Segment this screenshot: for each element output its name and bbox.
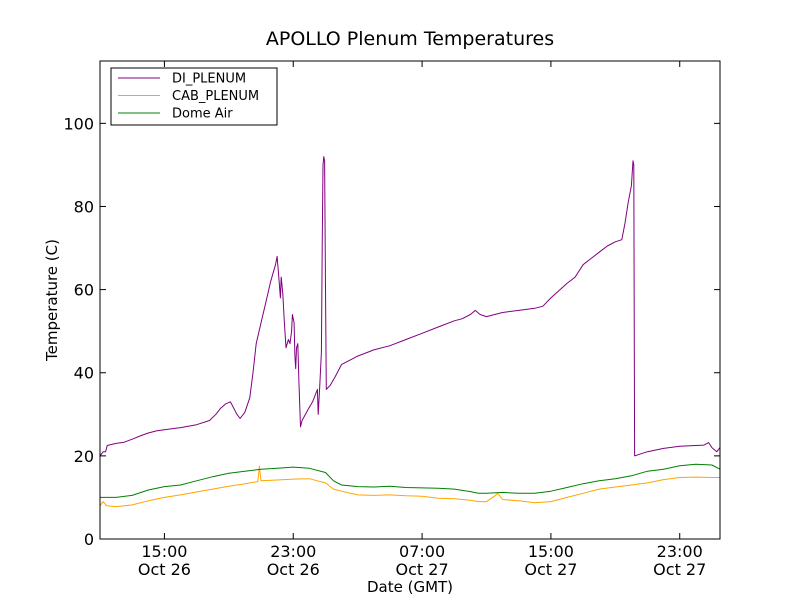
y-tick-label: 0 <box>84 530 94 549</box>
series-line-di-plenum <box>99 156 721 457</box>
x-tick-label-time: 23:00 <box>270 542 316 561</box>
legend: DI_PLENUM CAB_PLENUM Dome Air <box>110 67 278 126</box>
legend-label-dome-air: Dome Air <box>172 107 233 122</box>
y-tick-label: 60 <box>74 281 94 300</box>
x-tick-label-time: 15:00 <box>528 542 574 561</box>
legend-label-di-plenum: DI_PLENUM <box>172 72 246 87</box>
y-tick-label: 80 <box>74 197 94 216</box>
x-tick-label-date: Oct 27 <box>396 560 449 579</box>
x-tick-label-date: Oct 26 <box>138 560 191 579</box>
y-axis-label: Temperature (C) <box>43 239 61 362</box>
series-layer <box>99 156 721 508</box>
x-tick-label-date: Oct 27 <box>524 560 577 579</box>
series-line-dome-air <box>100 463 721 498</box>
y-tick-label: 100 <box>63 114 94 133</box>
x-tick-label-time: 07:00 <box>399 542 445 561</box>
x-tick-label-time: 15:00 <box>141 542 187 561</box>
chart-title: APOLLO Plenum Temperatures <box>266 28 554 50</box>
y-tick-label: 40 <box>74 364 94 383</box>
x-tick-label-date: Oct 27 <box>653 560 706 579</box>
x-tick-label-time: 23:00 <box>657 542 703 561</box>
series-line-cab-plenum <box>99 465 720 508</box>
x-axis-label: Date (GMT) <box>367 578 453 596</box>
x-tick-label-date: Oct 26 <box>267 560 320 579</box>
y-tick-label: 20 <box>74 447 94 466</box>
legend-label-cab-plenum: CAB_PLENUM <box>172 89 259 104</box>
plot-area-frame <box>99 60 721 540</box>
